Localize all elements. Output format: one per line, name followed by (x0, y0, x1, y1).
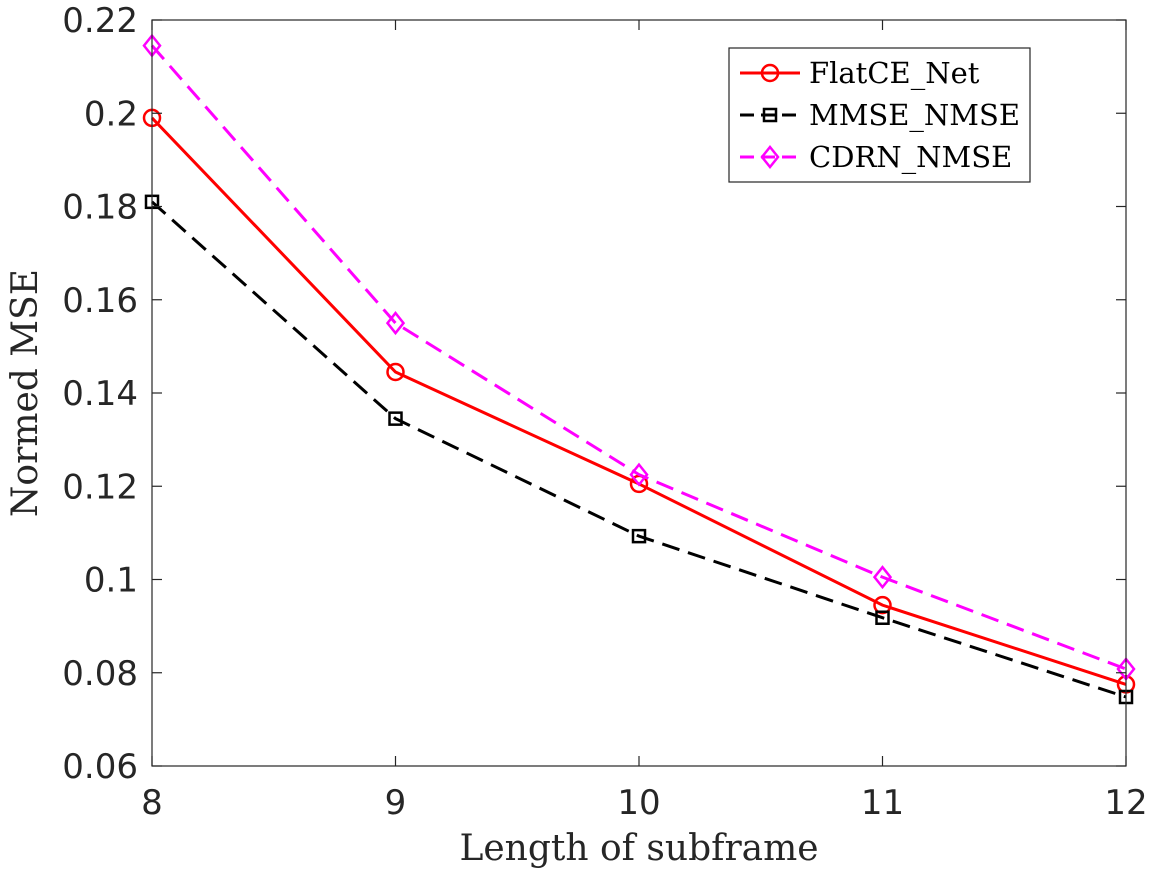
data-point-diamond (385, 311, 406, 336)
y-tick-label: 0.16 (62, 281, 138, 321)
y-tick-label: 0.1 (84, 561, 138, 601)
data-point-circle (386, 362, 405, 382)
tick-layer: 8 9 10 11 12 0.06 0.08 0.1 0.12 0.14 0.16 0.18 0.2 0.… (62, 1, 1147, 823)
data-point-diamond (872, 565, 893, 590)
data-point-square (388, 411, 403, 426)
x-tick-label: 9 (385, 783, 407, 823)
legend-box (728, 47, 1031, 183)
data-point-diamond (629, 462, 649, 487)
legend-label: MMSE_NMSE (809, 98, 1020, 133)
y-tick-label: 0.18 (62, 188, 138, 228)
legend-marker-square (762, 107, 778, 123)
y-tick-label: 0.14 (62, 374, 138, 414)
series-cdrn-nmse (142, 33, 1136, 682)
legend-label: FlatCE_Net (809, 56, 980, 91)
data-point-circle (873, 595, 892, 615)
legend-entry: CDRN_NMSE (740, 140, 1012, 175)
x-tick-label: 12 (1104, 783, 1147, 823)
legend: FlatCE_Net MMSE_NMSE CDRN_NMSE (728, 47, 1031, 183)
legend-marker-circle (760, 63, 780, 83)
data-point-square (631, 528, 647, 544)
legend-label: CDRN_NMSE (809, 140, 1012, 175)
legend-marker-diamond (760, 144, 780, 170)
x-tick-label: 10 (617, 783, 660, 823)
series-line (151, 200, 1127, 699)
y-tick-label: 0.06 (62, 747, 138, 787)
y-tick-label: 0.22 (62, 1, 138, 41)
y-axis-title: Normed MSE (5, 269, 46, 517)
legend-entry: FlatCE_Net (740, 56, 980, 91)
data-point-square (875, 610, 890, 625)
y-tick-label: 0.2 (84, 94, 138, 134)
y-tick-label: 0.08 (62, 654, 138, 694)
x-axis-title: Length of subframe (459, 828, 818, 869)
legend-entry: MMSE_NMSE (740, 98, 1020, 133)
series-line (150, 44, 1127, 671)
y-tick-label: 0.12 (62, 467, 138, 507)
x-tick-label: 8 (141, 783, 163, 823)
x-tick-label: 11 (861, 783, 904, 823)
